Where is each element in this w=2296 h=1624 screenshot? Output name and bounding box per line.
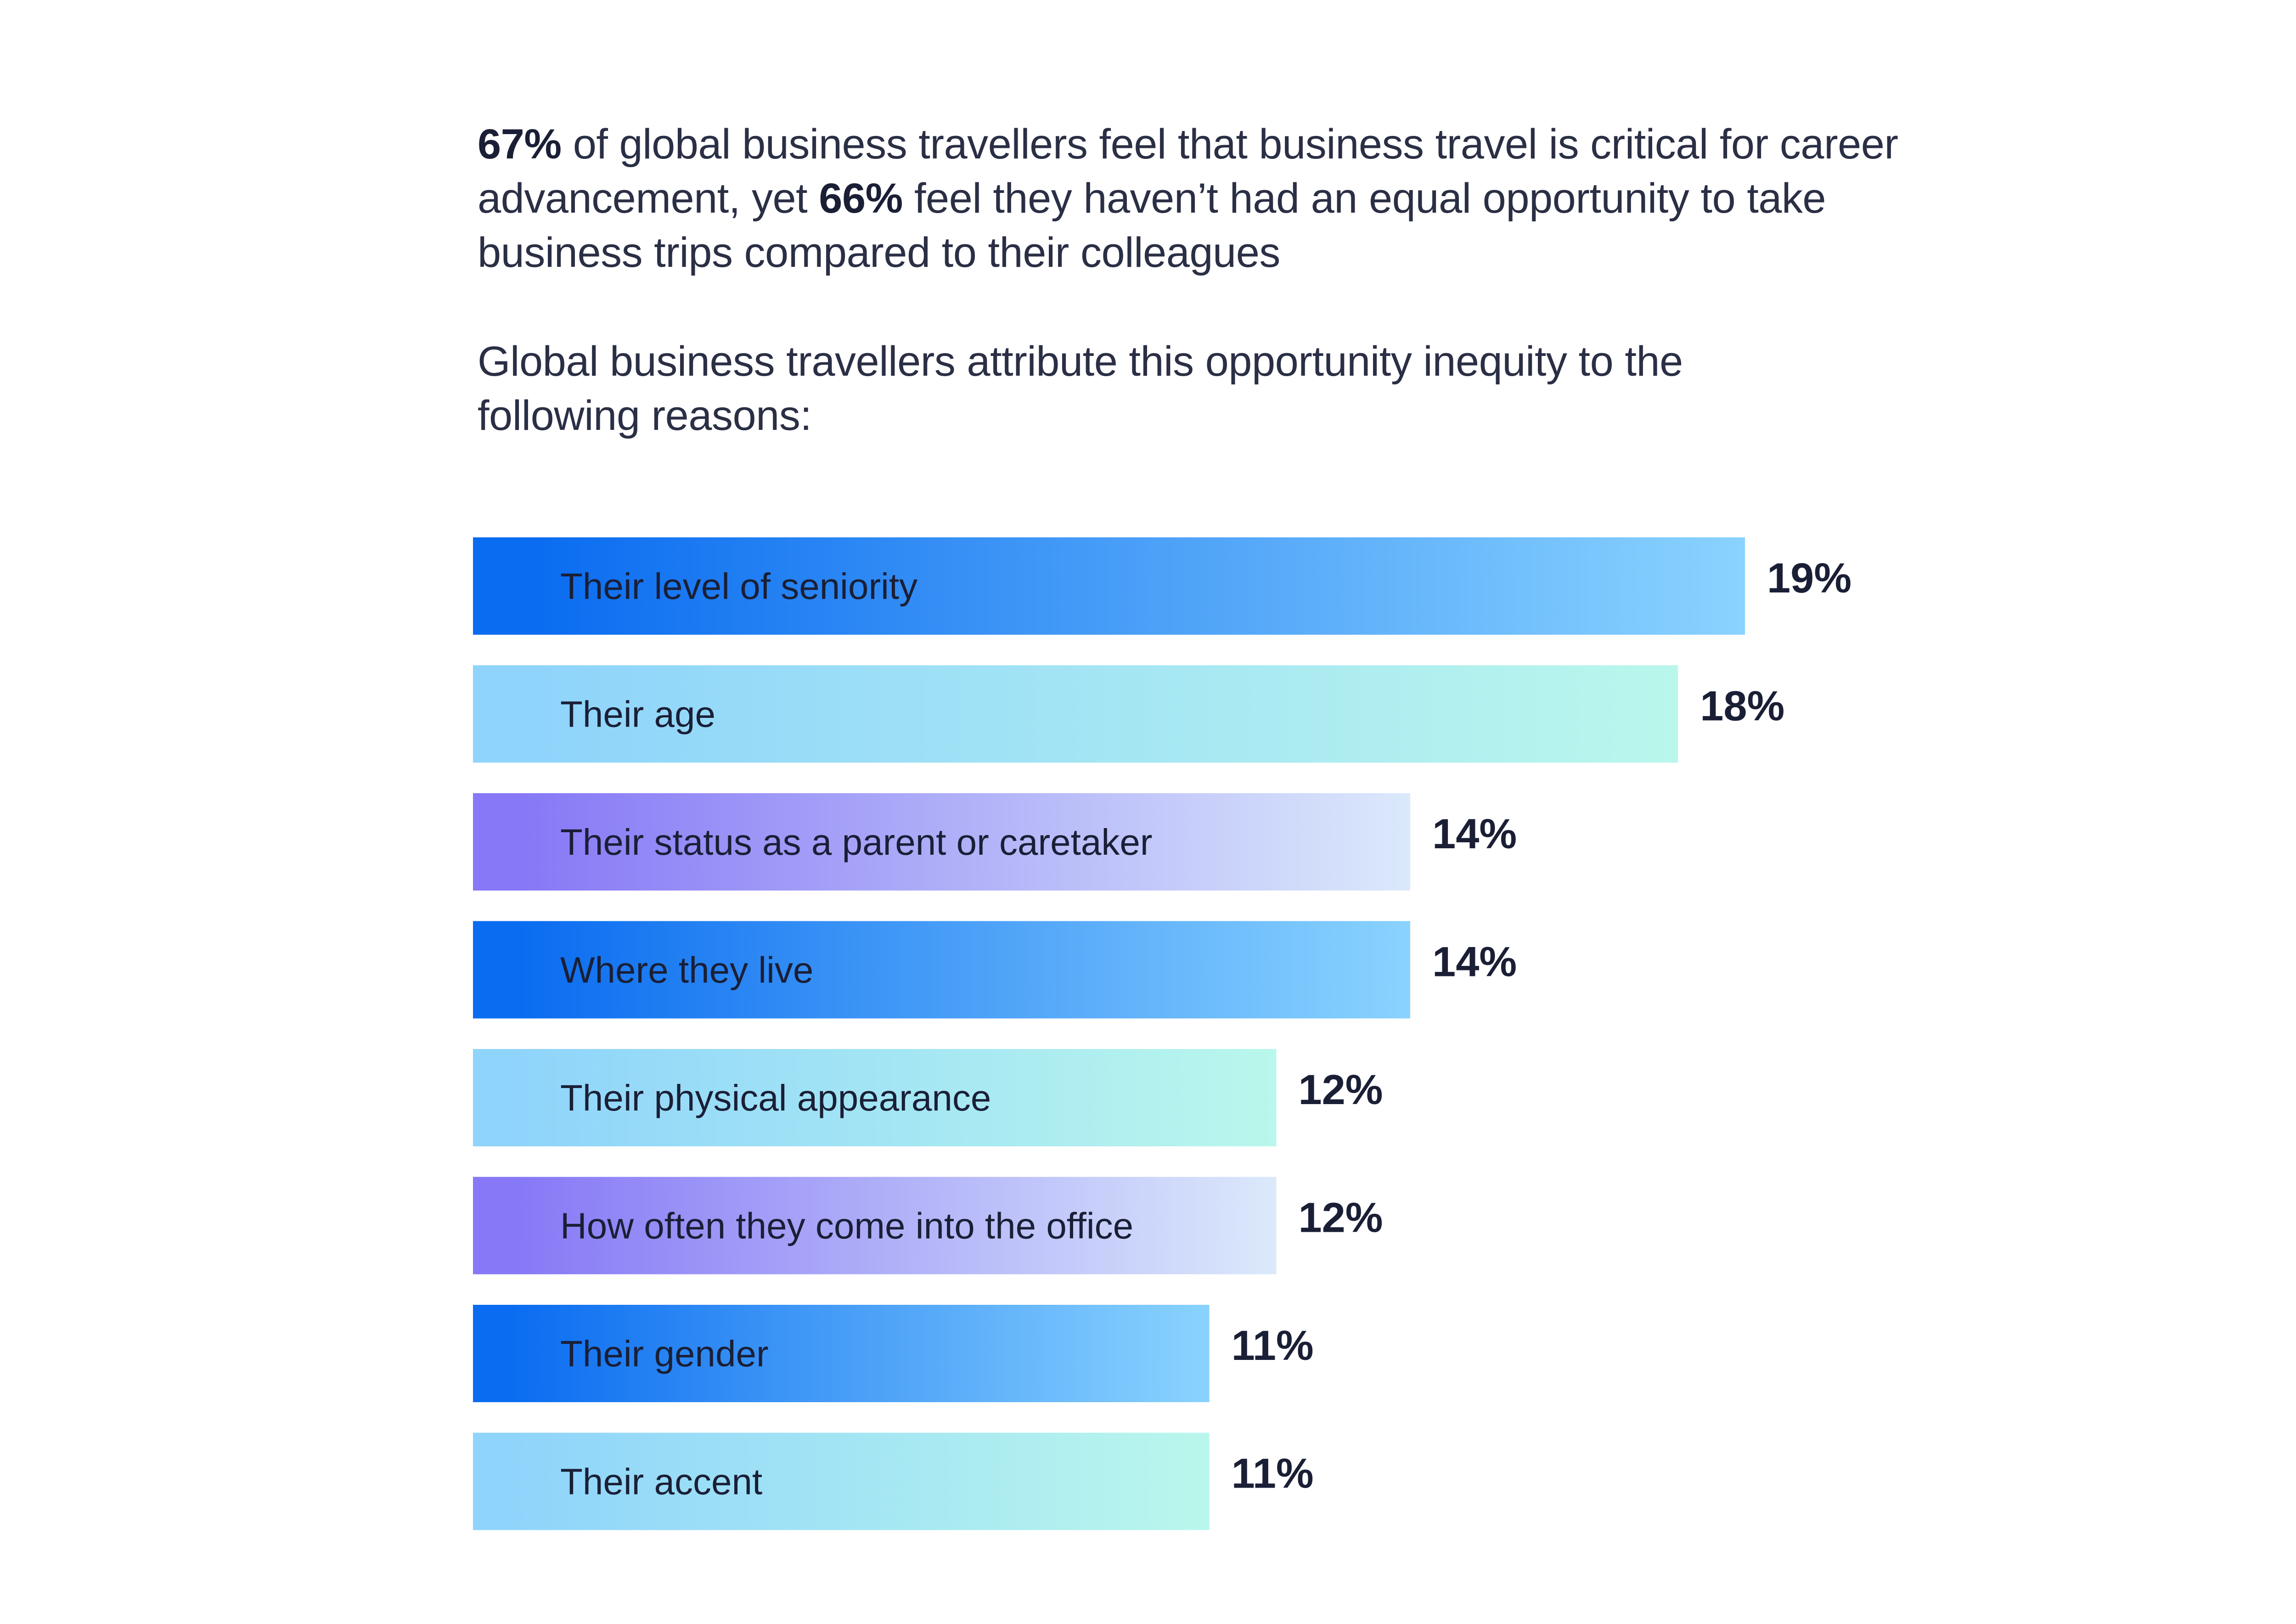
bar-group: How often they come into the office 12% xyxy=(473,1177,1383,1274)
bar xyxy=(473,793,1411,891)
bar xyxy=(473,1305,1210,1402)
bar xyxy=(473,1177,1277,1274)
bar xyxy=(473,1049,1277,1146)
bar-value-label: 14% xyxy=(1432,811,1517,857)
bar-group: Their level of seniority 19% xyxy=(473,537,1851,635)
bar xyxy=(473,665,1678,763)
bar-label: Their level of seniority xyxy=(560,566,917,607)
bar-value-label: 11% xyxy=(1232,1450,1314,1497)
headline: 67% of global business travellers feel t… xyxy=(478,117,1947,280)
bar-group: Where they live 14% xyxy=(473,921,1517,1019)
headline-stat-1: 67% xyxy=(478,121,562,168)
bar-value-label: 11% xyxy=(1232,1322,1314,1369)
bar xyxy=(473,537,1745,635)
bar-value-label: 12% xyxy=(1298,1195,1383,1241)
bar xyxy=(473,921,1411,1019)
bar-value-label: 19% xyxy=(1767,555,1851,602)
bar-group: Their gender 11% xyxy=(473,1305,1314,1402)
bar-group: Their status as a parent or caretaker 14% xyxy=(473,793,1517,891)
bar-label: Where they live xyxy=(560,950,813,991)
bar-label: Their accent xyxy=(560,1461,762,1502)
bar-group: Their physical appearance 12% xyxy=(473,1049,1383,1146)
headline-text-1: of global business travellers feel that … xyxy=(478,121,1898,222)
headline-stat-2: 66% xyxy=(819,175,903,222)
bar-label: Their physical appearance xyxy=(560,1077,991,1118)
bar-label: Their status as a parent or caretaker xyxy=(560,822,1153,863)
bar-label: Their gender xyxy=(560,1333,769,1374)
chart-subtitle: Global business travellers attribute thi… xyxy=(478,338,1683,439)
bar-value-label: 14% xyxy=(1432,939,1517,986)
bar-group: Their age 18% xyxy=(473,665,1784,763)
bar-group: Their accent 11% xyxy=(473,1432,1314,1530)
bar-value-label: 18% xyxy=(1700,683,1784,730)
bar-value-label: 12% xyxy=(1298,1066,1383,1113)
headline-text-2: feel they haven’t had an equal opportuni… xyxy=(478,175,1826,276)
bar xyxy=(473,1432,1210,1530)
bar-label: How often they come into the office xyxy=(560,1206,1133,1246)
bar-label: Their age xyxy=(560,694,715,735)
bars-layer: Their level of seniority 19%Their age 18%T… xyxy=(473,537,1851,1530)
